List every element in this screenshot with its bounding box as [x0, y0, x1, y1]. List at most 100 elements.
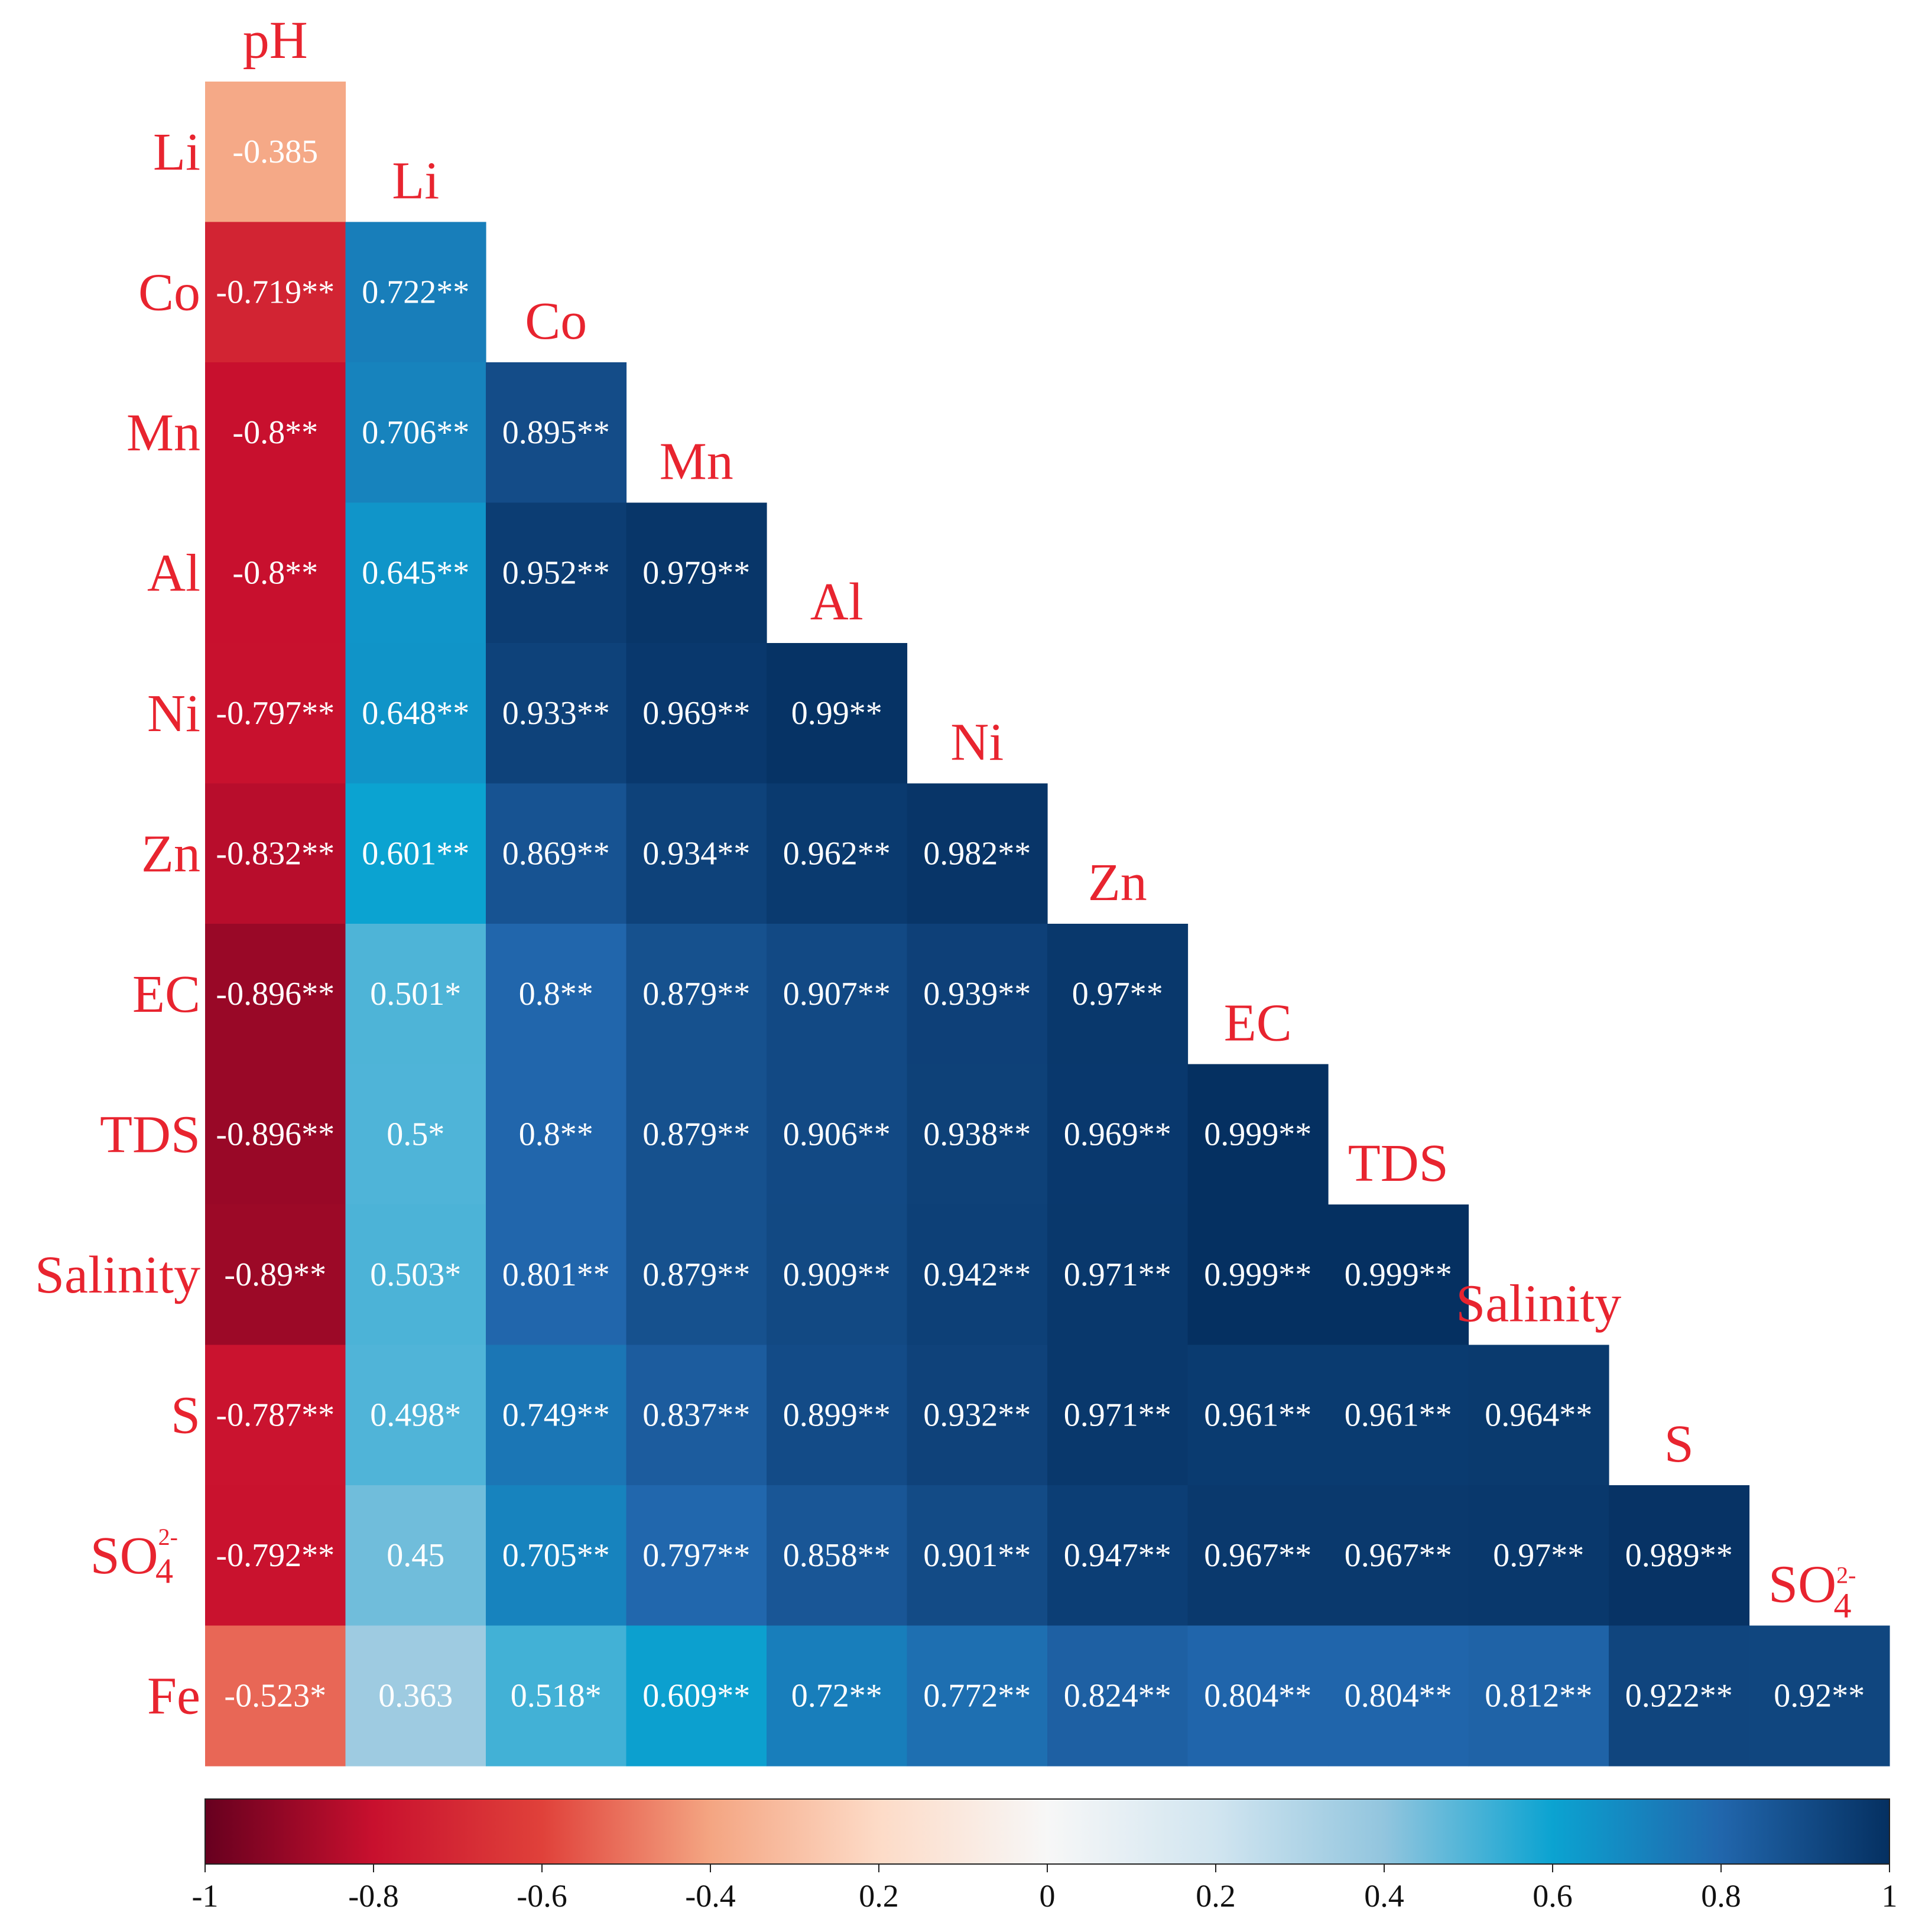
- cell-value-label: 0.705**: [502, 1537, 610, 1574]
- column-label: TDS: [1348, 1134, 1449, 1193]
- cell-value-label: 0.797**: [642, 1537, 750, 1574]
- heatmap-cell: [1047, 1625, 1189, 1767]
- cell-value-label: 0.969**: [642, 695, 750, 732]
- colorbar: -1 -0.8 -0.6 -0.4 0.2 0 0.2 0.4 0.6 0.8 1: [192, 1798, 1898, 1914]
- row-label: Salinity: [35, 1245, 200, 1304]
- cell-value-label: -0.787**: [216, 1397, 335, 1433]
- cell-value-label: 0.99**: [791, 695, 882, 732]
- heatmap-cell: [907, 1064, 1048, 1205]
- heatmap-cell: [1047, 1064, 1189, 1205]
- cell-value-label: 0.989**: [1625, 1537, 1733, 1574]
- heatmap-cell: [1468, 1485, 1609, 1626]
- column-label: EC: [1224, 994, 1292, 1053]
- cell-value-label: 0.932**: [923, 1397, 1031, 1433]
- heatmap-cell: [205, 502, 346, 644]
- cell-value-label: 0.933**: [502, 695, 610, 732]
- heatmap-cell: [345, 362, 486, 504]
- cell-value-label: 0.5*: [387, 1116, 444, 1152]
- heatmap-cell: [1749, 1625, 1890, 1767]
- cell-value-label: 0.979**: [642, 554, 750, 591]
- heatmap-cell: [907, 924, 1048, 1065]
- heatmap-cell: [907, 1485, 1048, 1626]
- heatmap-cell: [767, 1625, 908, 1767]
- heatmap-cell: [486, 1485, 627, 1626]
- cell-value-label: 0.879**: [642, 976, 750, 1012]
- heatmap-cell: [205, 643, 346, 784]
- colorbar-tick-label: 0.4: [1364, 1878, 1404, 1914]
- cell-value-label: 0.934**: [642, 835, 750, 872]
- cell-value-label: 0.518*: [511, 1677, 602, 1714]
- cell-value-label: 0.8**: [519, 976, 593, 1012]
- column-label: Ni: [950, 713, 1004, 772]
- heatmap-cell: [486, 1625, 627, 1767]
- column-label: Mn: [660, 433, 733, 491]
- cell-value-label: 0.938**: [923, 1116, 1031, 1152]
- cell-value-label: -0.719**: [216, 274, 335, 310]
- cell-value-label: 0.939**: [923, 976, 1031, 1012]
- cell-value-label: 0.961**: [1345, 1397, 1452, 1433]
- heatmap-cell: [486, 1204, 627, 1346]
- cell-value-label: 0.609**: [642, 1677, 750, 1714]
- cell-value-label: 0.45: [387, 1537, 444, 1574]
- heatmap-cell: [907, 783, 1048, 924]
- heatmap-cell: [1047, 1345, 1189, 1486]
- cell-value-label: 0.8**: [519, 1116, 593, 1152]
- cell-value-label: 0.967**: [1204, 1537, 1311, 1574]
- cell-value-label: 0.895**: [502, 414, 610, 451]
- row-label: Zn: [141, 824, 200, 883]
- heatmap-cell: [1187, 1204, 1329, 1346]
- heatmap-cell: [626, 1204, 767, 1346]
- heatmap-cell: [1047, 1485, 1189, 1626]
- colorbar-tick-label: 0.8: [1701, 1878, 1741, 1914]
- cell-value-label: 0.901**: [923, 1537, 1031, 1574]
- cell-value-label: 0.971**: [1064, 1397, 1171, 1433]
- column-label: SO2-4: [1768, 1556, 1856, 1625]
- row-label: Ni: [147, 684, 200, 742]
- cell-value-label: -0.832**: [216, 835, 335, 872]
- cell-value-label: 0.947**: [1064, 1537, 1171, 1574]
- heatmap-cell: [1047, 924, 1189, 1065]
- heatmap-cell: [626, 783, 767, 924]
- heatmap-cell: [1328, 1485, 1469, 1626]
- cell-value-label: 0.804**: [1204, 1677, 1311, 1714]
- heatmap-cell: [1047, 1204, 1189, 1346]
- cell-value-label: 0.971**: [1064, 1256, 1171, 1293]
- row-label: EC: [132, 965, 200, 1023]
- heatmap-cell: [626, 1064, 767, 1205]
- cell-value-label: 0.363: [378, 1677, 453, 1714]
- cell-value-label: 0.906**: [783, 1116, 891, 1152]
- cell-value-label: 0.837**: [642, 1397, 750, 1433]
- heatmap-cell: [345, 502, 486, 644]
- cell-value-label: 0.749**: [502, 1397, 610, 1433]
- heatmap-cell: [626, 1345, 767, 1486]
- row-label: Al: [147, 544, 200, 602]
- heatmap-cells: -0.385 -0.719** 0.722** -0.8** 0.706** 0.895*…: [205, 82, 1890, 1767]
- heatmap-cell: [486, 783, 627, 924]
- cell-value-label: 0.97**: [1493, 1537, 1584, 1574]
- cell-value-label: 0.899**: [783, 1397, 891, 1433]
- cell-value-label: 0.952**: [502, 554, 610, 591]
- cell-value-label: 0.879**: [642, 1116, 750, 1152]
- cell-value-label: -0.8**: [232, 414, 318, 451]
- heatmap-cell: [205, 1204, 346, 1346]
- column-label: Li: [392, 152, 439, 210]
- heatmap-cell: [345, 1625, 486, 1767]
- heatmap-cell: [345, 643, 486, 784]
- cell-value-label: 0.982**: [923, 835, 1031, 872]
- row-label: SO2-4: [90, 1523, 178, 1590]
- colorbar-tick-label: -0.8: [348, 1878, 398, 1914]
- cell-value-label: 0.999**: [1204, 1116, 1311, 1152]
- heatmap-cell: [205, 1485, 346, 1626]
- cell-value-label: 0.804**: [1345, 1677, 1452, 1714]
- cell-value-label: 0.812**: [1485, 1677, 1592, 1714]
- colorbar-tick-label: 0: [1040, 1878, 1056, 1914]
- heatmap-cell: [345, 924, 486, 1065]
- heatmap-cell: [205, 82, 346, 223]
- row-label: Li: [153, 122, 200, 181]
- cell-value-label: 0.999**: [1204, 1256, 1311, 1293]
- cell-value-label: 0.645**: [362, 554, 469, 591]
- cell-value-label: 0.97**: [1072, 976, 1163, 1012]
- cell-value-label: 0.909**: [783, 1256, 891, 1293]
- heatmap-cell: [1187, 1064, 1329, 1205]
- colorbar-tick-label: 0.2: [859, 1878, 899, 1914]
